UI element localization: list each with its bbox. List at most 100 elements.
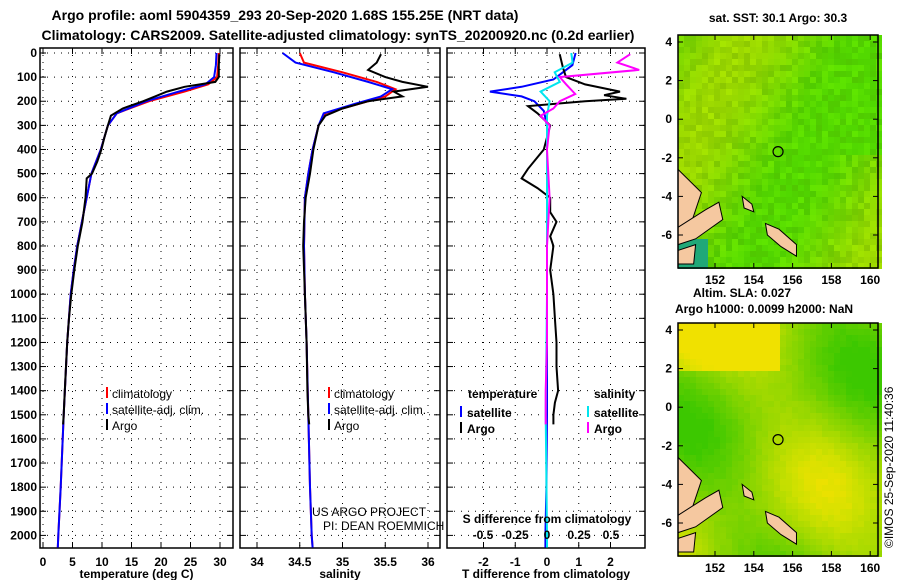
- map-cell: [762, 533, 768, 539]
- map-cell: [732, 401, 738, 407]
- map-cell: [732, 503, 738, 509]
- map-cell: [816, 245, 822, 251]
- map-cell: [864, 419, 870, 425]
- map-cell: [852, 413, 858, 419]
- map-cell: [846, 413, 852, 419]
- map-cell: [852, 47, 858, 53]
- map-cell: [858, 131, 864, 137]
- map-cell: [714, 179, 720, 185]
- map-cell: [876, 515, 882, 521]
- map-cell: [810, 377, 816, 383]
- map-cell: [732, 539, 738, 545]
- map-cell: [822, 479, 828, 485]
- map-cell: [756, 125, 762, 131]
- map-cell: [726, 245, 732, 251]
- map-cell: [678, 407, 684, 413]
- map-cell: [702, 83, 708, 89]
- map-cell: [846, 497, 852, 503]
- map-cell: [696, 467, 702, 473]
- map-cell: [828, 101, 834, 107]
- map-cell: [720, 419, 726, 425]
- map-cell: [792, 515, 798, 521]
- map-cell: [696, 539, 702, 545]
- legend-swatch: [106, 387, 108, 398]
- map-cell: [840, 155, 846, 161]
- map-cell: [732, 209, 738, 215]
- map-cell: [798, 413, 804, 419]
- map-cell: [780, 347, 786, 353]
- map-cell: [804, 545, 810, 551]
- map-cell: [804, 479, 810, 485]
- map-cell: [840, 215, 846, 221]
- map-cell: [822, 155, 828, 161]
- map-cell: [768, 365, 774, 371]
- map-cell: [768, 143, 774, 149]
- map-cell: [780, 359, 786, 365]
- map-cell: [834, 365, 840, 371]
- map-cell: [876, 89, 882, 95]
- map-cell: [702, 35, 708, 41]
- map-cell: [708, 467, 714, 473]
- map-cell: [768, 407, 774, 413]
- map-cell: [864, 341, 870, 347]
- map-cell: [702, 155, 708, 161]
- map-cell: [828, 245, 834, 251]
- map-cell: [702, 365, 708, 371]
- map-cell: [780, 137, 786, 143]
- map-cell: [714, 479, 720, 485]
- map-cell: [876, 353, 882, 359]
- map-cell: [786, 119, 792, 125]
- map-cell: [774, 449, 780, 455]
- map-cell: [678, 551, 684, 557]
- map-cell: [780, 329, 786, 335]
- map-cell: [876, 491, 882, 497]
- map-cell: [870, 449, 876, 455]
- map-cell: [738, 149, 744, 155]
- map-cell: [870, 329, 876, 335]
- map-cell: [768, 473, 774, 479]
- map-cell: [798, 137, 804, 143]
- map-cell: [702, 131, 708, 137]
- map-cell: [696, 437, 702, 443]
- map-cell: [858, 383, 864, 389]
- map-cell: [840, 533, 846, 539]
- map-cell: [834, 503, 840, 509]
- map-cell: [690, 149, 696, 155]
- map-cell: [840, 491, 846, 497]
- map-cell: [780, 191, 786, 197]
- map-cell: [852, 209, 858, 215]
- map-cell: [696, 383, 702, 389]
- map-cell: [858, 59, 864, 65]
- map-cell: [846, 107, 852, 113]
- map-cell: [702, 413, 708, 419]
- map-cell: [726, 203, 732, 209]
- map-cell: [798, 401, 804, 407]
- map-cell: [804, 491, 810, 497]
- map-cell: [684, 419, 690, 425]
- legend-label: Argo: [594, 422, 622, 436]
- map-cell: [708, 371, 714, 377]
- map-cell: [726, 413, 732, 419]
- map-cell: [822, 119, 828, 125]
- map-cell: [756, 197, 762, 203]
- map-cell: [684, 401, 690, 407]
- map-cell: [732, 41, 738, 47]
- map-cell: [810, 245, 816, 251]
- legend-swatch: [106, 403, 108, 414]
- map-cell: [834, 215, 840, 221]
- map-cell: [798, 143, 804, 149]
- map-cell: [858, 107, 864, 113]
- map-cell: [720, 521, 726, 527]
- map-cell: [750, 257, 756, 263]
- map-cell: [780, 71, 786, 77]
- map-cell: [804, 41, 810, 47]
- map-cell: [792, 257, 798, 263]
- map-cell: [792, 191, 798, 197]
- map-cell: [816, 239, 822, 245]
- map-cell: [864, 353, 870, 359]
- map-cell: [726, 359, 732, 365]
- map-cell: [726, 383, 732, 389]
- map-2-subtitle: Argo h1000: 0.0099 h2000: NaN: [675, 302, 853, 316]
- map-cell: [786, 77, 792, 83]
- map-cell: [690, 239, 696, 245]
